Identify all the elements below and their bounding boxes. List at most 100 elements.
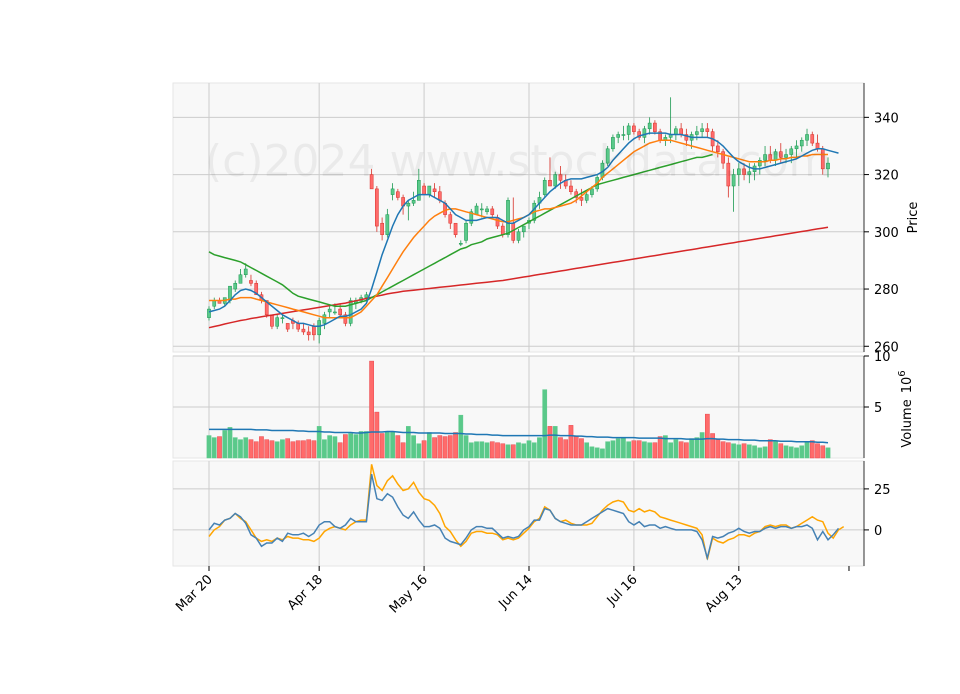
candle-body bbox=[327, 308, 332, 313]
volume-bar bbox=[322, 439, 327, 459]
candle-body bbox=[705, 128, 710, 132]
volume-bar bbox=[626, 441, 632, 459]
price-panel-background bbox=[172, 82, 865, 353]
volume-bar bbox=[222, 430, 228, 459]
candle-body bbox=[411, 200, 416, 204]
candle-body bbox=[275, 317, 280, 327]
candle-body bbox=[789, 148, 794, 155]
candle-body bbox=[280, 317, 285, 319]
volume-bar bbox=[799, 445, 805, 459]
candle-body bbox=[396, 191, 400, 198]
candle-body bbox=[479, 208, 484, 211]
candle-body bbox=[485, 208, 489, 213]
candle-body bbox=[731, 174, 736, 187]
volume-bar bbox=[825, 447, 831, 459]
candle-body bbox=[233, 283, 238, 290]
volume-bar bbox=[285, 438, 291, 459]
volume-bar bbox=[306, 439, 312, 459]
volume-axis-label-text: Volume bbox=[900, 399, 915, 447]
volume-bar bbox=[704, 413, 710, 459]
volume-bar bbox=[379, 433, 385, 459]
volume-bar bbox=[778, 443, 784, 459]
volume-bar bbox=[594, 447, 600, 459]
price-y-tick-label: 300 bbox=[874, 226, 899, 241]
candle-body bbox=[695, 131, 699, 135]
candle-body bbox=[742, 168, 746, 175]
candle-body bbox=[264, 300, 269, 316]
volume-bar bbox=[694, 437, 700, 459]
candle-body bbox=[380, 222, 384, 235]
volume-bar bbox=[773, 441, 778, 459]
volume-bar bbox=[442, 436, 448, 459]
volume-bar bbox=[762, 446, 768, 459]
volume-bar bbox=[468, 442, 474, 459]
oscillator-panel-background bbox=[172, 460, 865, 567]
volume-bar bbox=[227, 427, 233, 459]
volume-bar bbox=[259, 436, 264, 459]
candle-body bbox=[794, 145, 799, 150]
volume-bar bbox=[815, 443, 820, 459]
volume-bar bbox=[684, 442, 689, 459]
volume-bar bbox=[809, 440, 815, 459]
volume-bar bbox=[243, 437, 249, 459]
volume-bar bbox=[484, 442, 490, 459]
volume-bar bbox=[500, 443, 506, 459]
candle-body bbox=[417, 180, 421, 201]
volume-bar bbox=[558, 437, 563, 459]
candle-body bbox=[453, 222, 458, 235]
volume-bar bbox=[337, 442, 343, 459]
candle-body bbox=[322, 314, 327, 324]
candle-body bbox=[579, 197, 584, 201]
volume-bar bbox=[542, 389, 548, 459]
volume-bar bbox=[327, 435, 333, 459]
volume-bar bbox=[621, 437, 626, 459]
volume-bar bbox=[668, 442, 673, 459]
volume-bar bbox=[579, 438, 584, 459]
volume-bar bbox=[537, 437, 542, 459]
volume-bar bbox=[301, 440, 306, 459]
candle-body bbox=[653, 122, 657, 132]
candle-body bbox=[548, 180, 552, 187]
candle-body bbox=[616, 134, 620, 138]
volume-bar bbox=[615, 438, 621, 459]
volume-bar bbox=[636, 440, 642, 459]
volume-bar bbox=[311, 440, 317, 459]
candle-body bbox=[716, 145, 720, 152]
volume-bar bbox=[253, 441, 259, 459]
candle-body bbox=[500, 225, 505, 235]
candle-body bbox=[301, 328, 306, 333]
volume-bar bbox=[395, 435, 401, 459]
price-y-tick-label: 340 bbox=[874, 111, 899, 126]
volume-bar bbox=[353, 434, 359, 459]
volume-bar bbox=[458, 414, 464, 459]
volume-bar bbox=[673, 439, 679, 459]
candle-body bbox=[369, 174, 374, 190]
candle-body bbox=[810, 134, 815, 144]
candle-body bbox=[254, 283, 259, 296]
volume-bar bbox=[741, 443, 747, 459]
volume-bar bbox=[280, 439, 285, 459]
volume-bar bbox=[479, 441, 485, 459]
x-tick-label: May 16 bbox=[387, 572, 431, 616]
volume-bar bbox=[573, 436, 579, 459]
volume-bar bbox=[447, 435, 453, 459]
candle-body bbox=[285, 323, 290, 330]
candle-body bbox=[333, 311, 337, 314]
volume-bar bbox=[416, 443, 422, 459]
volume-axis-label: Volume 106 bbox=[897, 370, 915, 447]
volume-bar bbox=[489, 441, 495, 459]
volume-bar bbox=[746, 444, 752, 459]
volume-bar bbox=[232, 437, 238, 459]
price-y-tick-label: 260 bbox=[874, 340, 899, 355]
volume-bar bbox=[610, 440, 616, 459]
volume-bar bbox=[290, 441, 296, 459]
volume-bar bbox=[521, 443, 527, 459]
candle-body bbox=[726, 162, 731, 187]
volume-bar bbox=[568, 425, 574, 459]
ma200-line bbox=[208, 226, 829, 329]
candle-body bbox=[207, 308, 211, 318]
candle-body bbox=[611, 137, 615, 150]
candle-body bbox=[553, 174, 558, 187]
volume-bar bbox=[343, 434, 348, 459]
